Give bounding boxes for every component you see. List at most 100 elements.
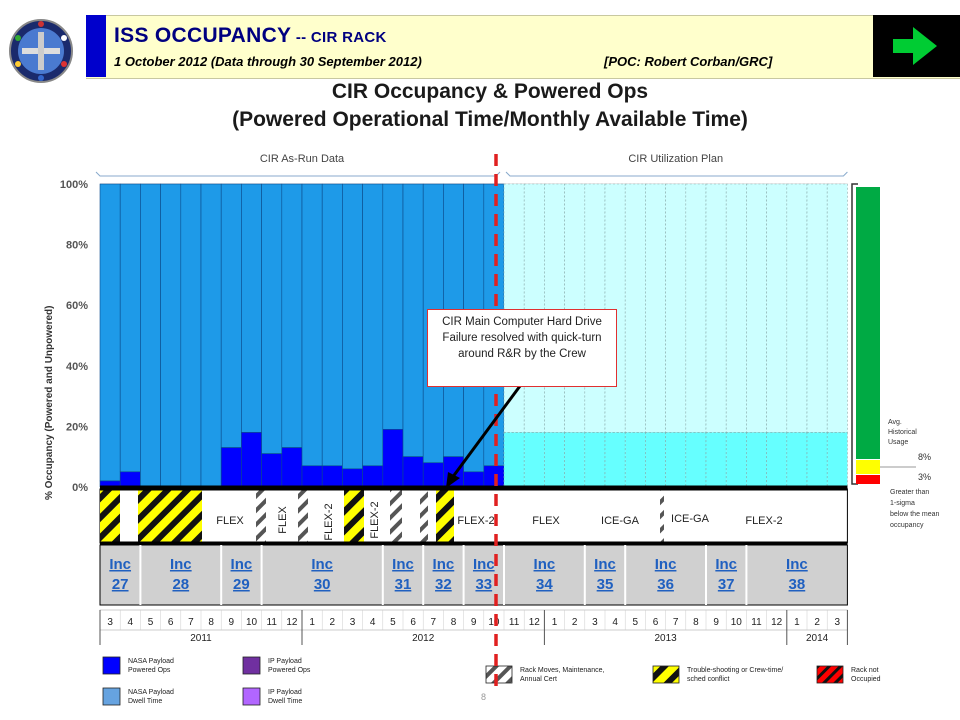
month-label: 6: [653, 617, 659, 628]
bar-dwell: [241, 183, 262, 433]
bar-powered: [746, 432, 767, 488]
bar-powered: [402, 456, 424, 488]
legend-label-line1: NASA Payload: [128, 658, 174, 665]
increment-label: Inc: [473, 556, 495, 573]
increment-number: 37: [718, 576, 735, 593]
activity-band: [99, 488, 848, 544]
activity-label: FLEX-2: [457, 515, 494, 527]
activity-hatch: [420, 489, 428, 543]
bar-dwell: [725, 183, 747, 433]
legend-label-line1: Trouble-shooting or Crew-time/: [687, 667, 783, 674]
increment-number: 36: [657, 576, 674, 593]
section-label-plan: CIR Utilization Plan: [628, 153, 723, 165]
bar-powered: [301, 465, 323, 488]
legend-swatch: [242, 656, 261, 675]
month-label: 9: [471, 617, 477, 628]
annotation-callout: CIR Main Computer Hard Drive Failure res…: [427, 309, 617, 387]
activity-hatch: [344, 489, 364, 543]
bar-powered: [786, 432, 808, 488]
bar-powered: [220, 447, 242, 488]
bar-powered: [382, 429, 404, 488]
month-label: 9: [713, 617, 719, 628]
y-tick-label: 60%: [66, 300, 88, 312]
legend-label-line2: sched conflict: [687, 676, 729, 683]
bar-dwell: [362, 183, 384, 467]
bar-dwell: [806, 183, 828, 433]
month-label: 4: [612, 617, 618, 628]
month-label: 4: [128, 617, 134, 628]
bar-dwell: [382, 183, 404, 430]
bar-powered: [342, 468, 363, 488]
bar-dwell: [321, 183, 343, 467]
page-number: 8: [481, 692, 487, 702]
increment-number: 27: [112, 576, 129, 593]
bar-dwell: [624, 183, 646, 433]
month-label: 7: [431, 617, 437, 628]
historical-label-line2: Historical: [888, 429, 917, 436]
bar-powered: [422, 462, 444, 488]
month-label: 10: [246, 617, 258, 628]
month-label: 2: [814, 617, 820, 628]
historical-yellow: [856, 460, 880, 474]
month-label: 8: [693, 617, 699, 628]
increment-number: 34: [536, 576, 553, 593]
month-label: 3: [350, 617, 356, 628]
activity-hatch: [390, 489, 402, 543]
bar-powered: [261, 453, 283, 488]
legend-label-line1: Rack Moves, Maintenance,: [520, 667, 604, 674]
historical-label-line3: Usage: [888, 439, 908, 446]
legend-label-line2: Dwell Time: [128, 698, 162, 705]
bar-dwell: [705, 183, 727, 433]
y-axis-label: % Occupancy (Powered and Unpowered): [44, 306, 55, 500]
bar-powered: [665, 432, 687, 488]
section-label-asrun: CIR As-Run Data: [260, 153, 345, 165]
bar-powered: [362, 465, 384, 488]
increment-label: Inc: [231, 556, 253, 573]
bar-powered: [766, 432, 788, 488]
historical-value-3: 3%: [918, 472, 931, 482]
legend-label-line1: Rack not: [851, 667, 879, 674]
month-label: 1: [552, 617, 558, 628]
increment-label: Inc: [433, 556, 455, 573]
bar-dwell: [99, 183, 121, 482]
bar-powered: [523, 432, 545, 488]
increment-number: 33: [475, 576, 492, 593]
month-label: 3: [835, 617, 841, 628]
activity-hatch: [298, 489, 308, 543]
section-bracket-plan: [505, 171, 848, 177]
historical-green: [856, 187, 880, 459]
chart-title: CIR Occupancy & Powered Ops: [331, 80, 649, 103]
activity-label: FLEX: [532, 515, 560, 527]
legend-label-line1: IP Payload: [268, 658, 302, 665]
increment-label: Inc: [392, 556, 414, 573]
legend-swatch: [102, 656, 121, 675]
legend-label-line2: Dwell Time: [268, 698, 302, 705]
legend-swatch: [102, 687, 121, 706]
bar-dwell: [261, 183, 283, 454]
bar-dwell: [685, 183, 707, 433]
increment-number: 35: [597, 576, 614, 593]
year-label: 2014: [806, 633, 829, 644]
bar-powered: [725, 432, 747, 488]
month-label: 1: [309, 617, 315, 628]
bar-powered: [705, 432, 727, 488]
y-tick-label: 0%: [72, 482, 88, 494]
historical-note-line: 1-sigma: [890, 500, 915, 507]
activity-hatch: [138, 489, 202, 543]
bar-powered: [685, 432, 707, 488]
historical-bracket: [851, 183, 858, 485]
header-accent: [86, 15, 106, 77]
month-label: 4: [370, 617, 376, 628]
bar-powered: [564, 432, 586, 488]
chart-subtitle: (Powered Operational Time/Monthly Availa…: [232, 108, 748, 131]
iss-emblem-icon: [9, 19, 73, 83]
next-slide-button[interactable]: [873, 15, 960, 77]
activity-hatch: [436, 489, 454, 543]
activity-label: ICE-GA: [671, 513, 710, 525]
activity-label: FLEX-2: [323, 503, 335, 540]
increment-number: 28: [172, 576, 189, 593]
activity-label: FLEX-2: [369, 501, 381, 538]
legend-swatch: [816, 665, 844, 684]
month-label: 6: [410, 617, 416, 628]
month-label: 3: [107, 617, 113, 628]
